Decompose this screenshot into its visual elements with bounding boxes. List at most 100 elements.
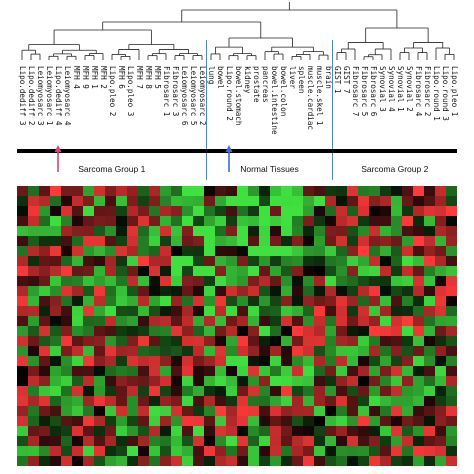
heatmap-cell <box>424 416 435 426</box>
heatmap-cell <box>193 346 204 356</box>
heatmap-cell <box>138 266 149 276</box>
heatmap-cell <box>182 426 193 436</box>
heatmap-cell <box>248 326 259 336</box>
heatmap-cell <box>303 316 314 326</box>
heatmap-cell <box>204 236 215 246</box>
heatmap-cell <box>358 246 369 256</box>
heatmap-cell <box>182 226 193 236</box>
heatmap-cell <box>39 326 50 336</box>
heatmap-cell <box>127 406 138 416</box>
heatmap-cell <box>28 256 39 266</box>
heatmap-cell <box>369 426 380 436</box>
heatmap-cell <box>347 306 358 316</box>
heatmap-cell <box>204 316 215 326</box>
heatmap-cell <box>347 336 358 346</box>
heatmap-cell <box>215 266 226 276</box>
heatmap-cell <box>17 286 28 296</box>
heatmap-cell <box>61 286 72 296</box>
heatmap-cell <box>292 326 303 336</box>
heatmap-cell <box>270 316 281 326</box>
heatmap-cell <box>248 376 259 386</box>
heatmap-cell <box>380 376 391 386</box>
heatmap-cell <box>116 276 127 286</box>
heatmap-cell <box>28 266 39 276</box>
heatmap-cell <box>17 256 28 266</box>
heatmap-cell <box>39 406 50 416</box>
heatmap-cell <box>358 396 369 406</box>
heatmap-cell <box>435 346 446 356</box>
heatmap-cell <box>248 246 259 256</box>
heatmap-cell <box>402 446 413 456</box>
heatmap-cell <box>237 436 248 446</box>
heatmap-cell <box>435 406 446 416</box>
heatmap-cell <box>193 206 204 216</box>
heatmap-cell <box>127 256 138 266</box>
heatmap-cell <box>391 316 402 326</box>
heatmap-cell <box>237 346 248 356</box>
heatmap-cell <box>281 296 292 306</box>
heatmap-cell <box>391 226 402 236</box>
heatmap-cell <box>303 346 314 356</box>
heatmap-cell <box>138 226 149 236</box>
heatmap-cell <box>149 196 160 206</box>
heatmap-cell <box>358 236 369 246</box>
heatmap-cell <box>215 216 226 226</box>
heatmap-cell <box>215 376 226 386</box>
heatmap-cell <box>127 266 138 276</box>
heatmap-cell <box>226 196 237 206</box>
heatmap-cell <box>303 326 314 336</box>
heatmap-cell <box>358 436 369 446</box>
heatmap-cell <box>391 446 402 456</box>
heatmap-cell <box>336 456 347 466</box>
heatmap-cell <box>83 316 94 326</box>
heatmap-cell <box>303 256 314 266</box>
heatmap-cell <box>347 406 358 416</box>
heatmap-cell <box>336 326 347 336</box>
heatmap-cell <box>226 396 237 406</box>
heatmap-cell <box>380 246 391 256</box>
heatmap-cell <box>17 426 28 436</box>
heatmap-cell <box>116 326 127 336</box>
heatmap-cell <box>402 426 413 436</box>
heatmap-cell <box>281 326 292 336</box>
heatmap-cell <box>281 336 292 346</box>
heatmap-cell <box>380 416 391 426</box>
heatmap-cell <box>314 406 325 416</box>
heatmap-cell <box>380 406 391 416</box>
heatmap-cell <box>138 306 149 316</box>
heatmap-cell <box>270 356 281 366</box>
heatmap-cell <box>270 376 281 386</box>
heatmap-cell <box>248 186 259 196</box>
heatmap-cell <box>380 386 391 396</box>
heatmap-cell <box>369 196 380 206</box>
heatmap-cell <box>369 216 380 226</box>
heatmap-cell <box>61 426 72 436</box>
heatmap-cell <box>61 386 72 396</box>
heatmap-cell <box>369 396 380 406</box>
heatmap-cell <box>281 306 292 316</box>
heatmap-cell <box>72 196 83 206</box>
heatmap-cell <box>314 276 325 286</box>
heatmap-cell <box>435 296 446 306</box>
heatmap-cell <box>160 386 171 396</box>
heatmap-cell <box>402 376 413 386</box>
heatmap-cell <box>171 376 182 386</box>
heatmap-cell <box>402 416 413 426</box>
heatmap-cell <box>380 296 391 306</box>
heatmap-cell <box>83 336 94 346</box>
heatmap-cell <box>149 326 160 336</box>
heatmap-cell <box>138 336 149 346</box>
heatmap-cell <box>336 226 347 236</box>
heatmap-cell <box>248 276 259 286</box>
heatmap-cell <box>204 306 215 316</box>
heatmap-cell <box>314 286 325 296</box>
heatmap-cell <box>105 336 116 346</box>
heatmap-cell <box>28 306 39 316</box>
heatmap-cell <box>325 366 336 376</box>
heatmap-cell <box>72 246 83 256</box>
heatmap-cell <box>50 336 61 346</box>
heatmap-cell <box>138 246 149 256</box>
heatmap-cell <box>446 376 457 386</box>
heatmap-cell <box>336 396 347 406</box>
heatmap-cell <box>259 286 270 296</box>
